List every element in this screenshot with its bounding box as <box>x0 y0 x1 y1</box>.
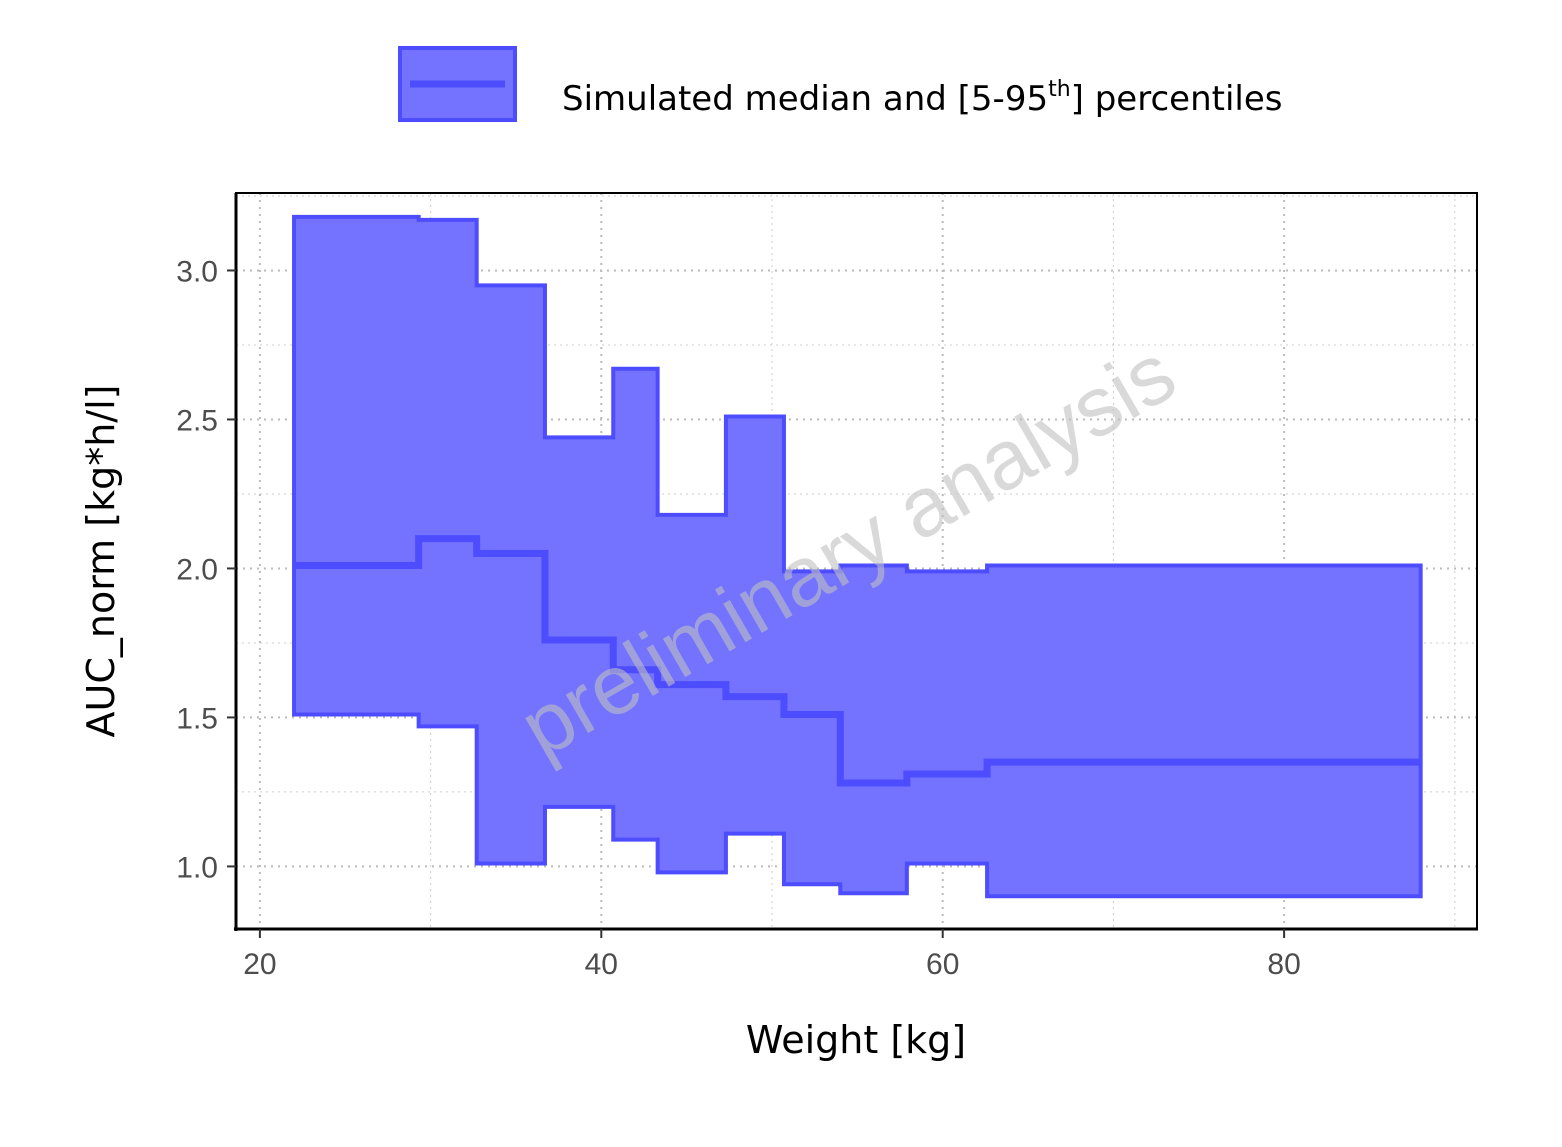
y-axis-ticks: 1.0 1.5 2.0 2.5 3.0 <box>176 255 236 884</box>
x-tick-label: 60 <box>926 948 959 981</box>
legend-label: Simulated median and [5-95th] percentile… <box>562 77 1282 119</box>
plot-panel: preliminary analysis <box>234 192 1478 931</box>
y-tick-label: 2.0 <box>176 553 218 586</box>
y-tick-label: 2.5 <box>176 404 218 437</box>
x-axis-title: Weight [kg] <box>746 1018 966 1062</box>
x-tick-label: 20 <box>243 948 276 981</box>
percentile-band <box>292 214 1423 899</box>
median-line <box>294 535 1421 787</box>
y-tick-label: 1.5 <box>176 702 218 735</box>
x-axis-ticks: 20 40 60 80 <box>243 929 1301 981</box>
x-tick-label: 80 <box>1267 948 1300 981</box>
y-axis-title: AUC_norm [kg*h/l] <box>79 385 123 738</box>
y-tick-label: 3.0 <box>176 255 218 288</box>
x-tick-label: 40 <box>585 948 618 981</box>
y-tick-label: 1.0 <box>176 851 218 884</box>
legend: Simulated median and [5-95th] percentile… <box>398 46 1282 122</box>
